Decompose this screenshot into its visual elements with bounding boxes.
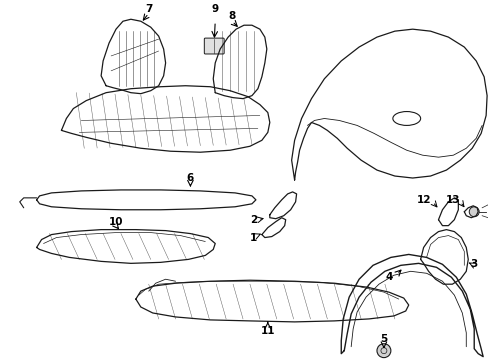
- Text: 3: 3: [470, 259, 478, 269]
- Text: 7: 7: [145, 4, 152, 14]
- Circle shape: [469, 207, 479, 217]
- Text: 8: 8: [228, 11, 236, 21]
- FancyBboxPatch shape: [204, 38, 224, 54]
- Text: 13: 13: [446, 195, 461, 205]
- Text: 5: 5: [380, 334, 388, 344]
- Text: 10: 10: [109, 217, 123, 227]
- Text: 12: 12: [416, 195, 431, 205]
- Text: 6: 6: [187, 173, 194, 183]
- Circle shape: [377, 344, 391, 357]
- Text: 11: 11: [261, 326, 275, 336]
- Text: 1: 1: [250, 233, 258, 243]
- Text: 4: 4: [385, 272, 392, 282]
- Text: 9: 9: [212, 4, 219, 14]
- Text: 2: 2: [250, 215, 258, 225]
